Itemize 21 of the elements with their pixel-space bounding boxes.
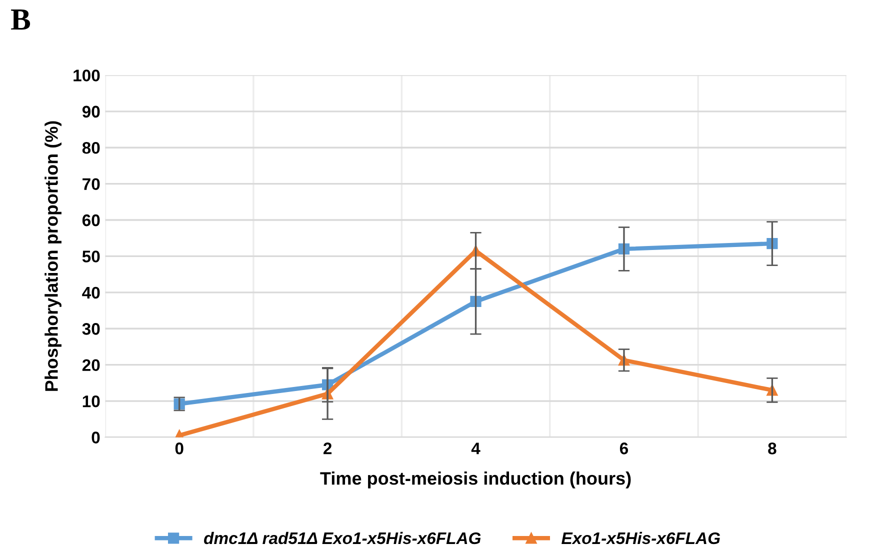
y-tick-label: 20: [82, 359, 100, 372]
y-axis-title: Phosphorylation proportion (%): [44, 121, 62, 391]
y-tick-label: 0: [92, 432, 100, 444]
x-tick-label: 0: [175, 442, 184, 454]
y-tick-label: 40: [82, 286, 100, 299]
y-tick-label: 10: [82, 395, 100, 408]
y-tick-label: 60: [82, 214, 100, 226]
y-tick-label: 70: [82, 178, 100, 190]
y-tick-label: 100: [74, 70, 100, 82]
legend-label: dmc1Δ rad51Δ Exo1-x5His-x6FLAG: [204, 532, 481, 544]
y-tick-label: 90: [82, 106, 100, 118]
x-tick-label: 2: [324, 442, 332, 454]
y-tick-label: 50: [82, 250, 100, 262]
y-tick-label: 80: [82, 142, 100, 154]
x-axis-title: Time post-meiosis induction (hours): [320, 472, 631, 488]
y-tick-label: 30: [82, 323, 100, 335]
x-tick-label: 6: [620, 442, 628, 454]
x-tick-label: 8: [768, 442, 776, 454]
x-tick-label: 4: [471, 442, 480, 454]
legend-label: Exo1-x5His-x6FLAG: [562, 532, 720, 544]
text: B: [11, 10, 30, 30]
